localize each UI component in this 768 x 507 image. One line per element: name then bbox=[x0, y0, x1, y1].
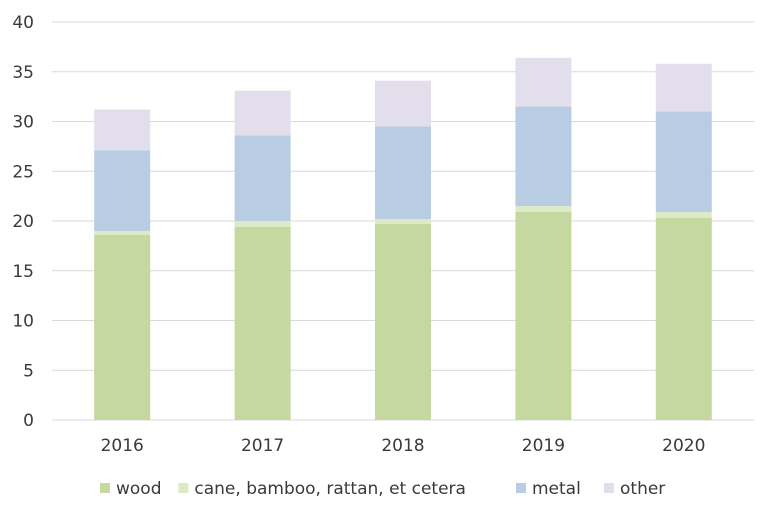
y-tick-label: 35 bbox=[12, 63, 34, 83]
bar-2019-cane bbox=[515, 206, 572, 213]
bar-2016-metal bbox=[94, 150, 151, 231]
legend-swatch bbox=[516, 483, 526, 493]
legend: wood cane, bamboo, rattan, et cetera metal… bbox=[100, 479, 665, 499]
x-tick-label: 2019 bbox=[522, 436, 565, 456]
bar-2017-cane bbox=[234, 221, 291, 227]
x-tick-label: 2020 bbox=[662, 436, 705, 456]
y-tick-label: 15 bbox=[12, 262, 34, 282]
bar-2018-wood bbox=[375, 223, 431, 420]
y-tick-label: 30 bbox=[12, 113, 34, 133]
y-tick-label: 0 bbox=[23, 411, 34, 431]
bar-2020-metal bbox=[655, 111, 712, 213]
bar-2017-wood bbox=[234, 226, 291, 420]
bar-2018-other bbox=[375, 80, 431, 127]
legend-label: other bbox=[620, 479, 665, 499]
bar-2016-other bbox=[94, 109, 151, 151]
bar-2019-wood bbox=[515, 212, 572, 420]
legend-label: metal bbox=[532, 479, 581, 499]
bar-2016-wood bbox=[94, 234, 151, 420]
bars bbox=[94, 57, 712, 420]
legend-label: wood bbox=[116, 479, 162, 499]
y-axis-ticks: 0 5 10 15 20 25 30 35 40 bbox=[12, 13, 34, 431]
x-axis-ticks: 2016 2017 2018 2019 2020 bbox=[101, 436, 706, 456]
x-tick-label: 2016 bbox=[101, 436, 144, 456]
legend-swatch bbox=[100, 483, 110, 493]
y-tick-label: 25 bbox=[12, 162, 34, 182]
legend-swatch bbox=[604, 483, 614, 493]
bar-2017-metal bbox=[234, 135, 291, 221]
y-tick-label: 20 bbox=[12, 212, 34, 232]
legend-label: cane, bamboo, rattan, et cetera bbox=[194, 479, 466, 499]
bar-2018-cane bbox=[375, 219, 431, 224]
bar-2019-metal bbox=[515, 106, 572, 207]
y-tick-label: 10 bbox=[12, 312, 34, 332]
x-tick-label: 2018 bbox=[381, 436, 424, 456]
bar-2020-wood bbox=[655, 218, 712, 420]
y-tick-label: 5 bbox=[23, 361, 34, 381]
bar-2020-other bbox=[655, 63, 712, 112]
bar-2020-cane bbox=[655, 212, 712, 219]
bar-2019-other bbox=[515, 57, 572, 107]
bar-2016-cane bbox=[94, 230, 151, 235]
y-tick-label: 40 bbox=[12, 13, 34, 33]
legend-swatch bbox=[178, 483, 189, 493]
bar-2018-metal bbox=[375, 126, 431, 220]
bar-2017-other bbox=[234, 90, 291, 136]
x-tick-label: 2017 bbox=[241, 436, 284, 456]
